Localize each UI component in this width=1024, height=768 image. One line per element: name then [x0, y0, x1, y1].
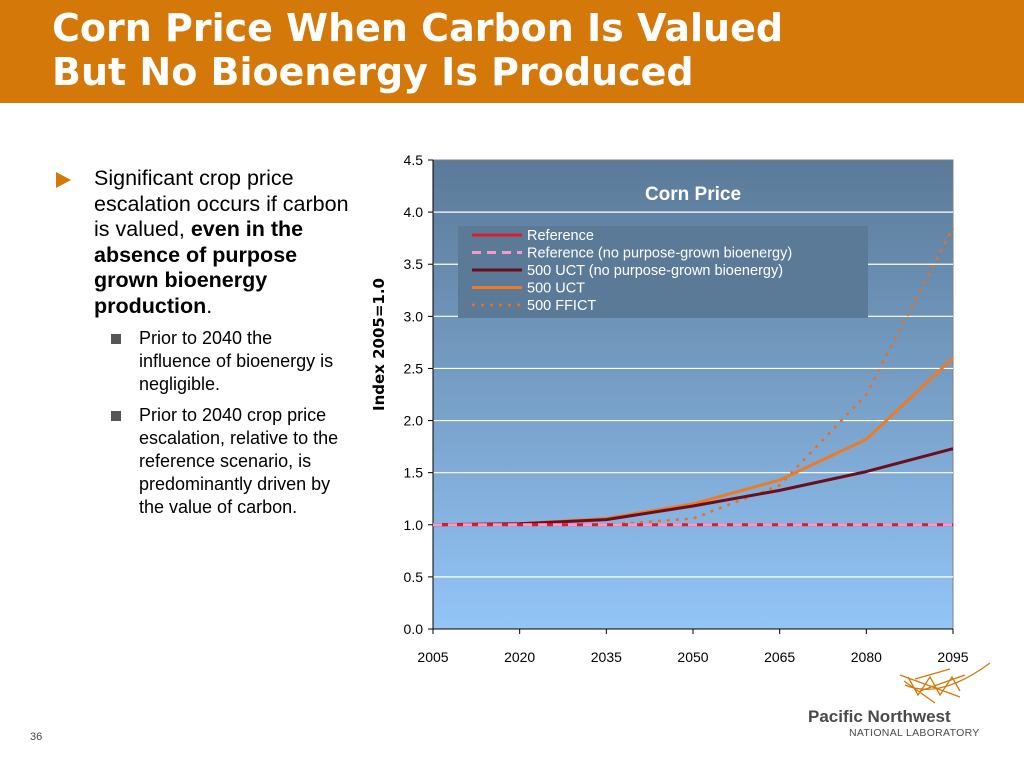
x-tick-label: 2050 — [677, 649, 708, 665]
y-tick-label: 4.0 — [404, 204, 424, 220]
y-tick-label: 3.0 — [404, 308, 424, 324]
x-tick-label: 2005 — [417, 649, 448, 665]
main-bullet-period: . — [206, 293, 213, 318]
x-tick-label: 2035 — [591, 649, 622, 665]
x-tick-label: 2080 — [851, 649, 882, 665]
square-bullet-icon — [111, 411, 121, 421]
legend-box — [458, 226, 868, 318]
y-axis-label: Index 2005=1.0 — [370, 278, 388, 411]
x-tick-label: 2020 — [504, 649, 535, 665]
x-tick-label: 2095 — [937, 649, 968, 665]
page-number: 36 — [30, 731, 43, 743]
sub-bullet-text: Prior to 2040 the influence of bioenergy… — [139, 328, 334, 394]
sub-bullet-2: Prior to 2040 crop price escalation, rel… — [111, 404, 344, 519]
chart-title: Corn Price — [645, 184, 741, 205]
legend-label: 500 UCT (no purpose-grown bioenergy) — [527, 263, 783, 279]
title-bar: Corn Price When Carbon Is Valued But No … — [0, 0, 1024, 103]
legend-label: 500 UCT — [527, 281, 585, 297]
series-line — [433, 227, 955, 527]
legend-label: Reference (no purpose-grown bioenergy) — [527, 246, 792, 262]
bullet-list: Significant crop price escalation occurs… — [52, 166, 352, 519]
y-tick-label: 4.5 — [404, 152, 424, 168]
legend-label: 500 FFICT — [527, 298, 596, 314]
y-tick-label: 0.0 — [404, 621, 424, 637]
main-bullet-text: Significant crop price escalation occurs… — [94, 166, 349, 241]
y-tick-label: 2.0 — [404, 413, 424, 429]
legend-label: Reference — [527, 228, 594, 244]
slide-title-line-2: But No Bioenergy Is Produced — [52, 50, 694, 94]
pnnl-logo-graphic — [899, 662, 991, 704]
sub-bullet-text: Prior to 2040 crop price escalation, rel… — [139, 405, 339, 517]
slide-title-line-1: Corn Price When Carbon Is Valued — [52, 6, 784, 50]
y-tick-label: 0.5 — [404, 569, 424, 585]
y-tick-label: 1.5 — [404, 465, 424, 481]
main-bullet-bold-text: even in the absence of purpose grown bio… — [94, 217, 304, 318]
logo-subtitle: NATIONAL LABORATORY — [849, 727, 980, 739]
y-tick-label: 2.5 — [404, 360, 424, 376]
y-tick-label: 3.5 — [404, 256, 424, 272]
square-bullet-icon — [111, 334, 121, 344]
y-tick-label: 1.0 — [404, 517, 424, 533]
logo-name: Pacific Northwest — [808, 707, 951, 726]
triangle-bullet-icon — [56, 172, 71, 188]
main-bullet: Significant crop price escalation occurs… — [52, 166, 352, 319]
sub-bullet-1: Prior to 2040 the influence of bioenergy… — [111, 327, 344, 396]
x-tick-label: 2065 — [764, 649, 795, 665]
